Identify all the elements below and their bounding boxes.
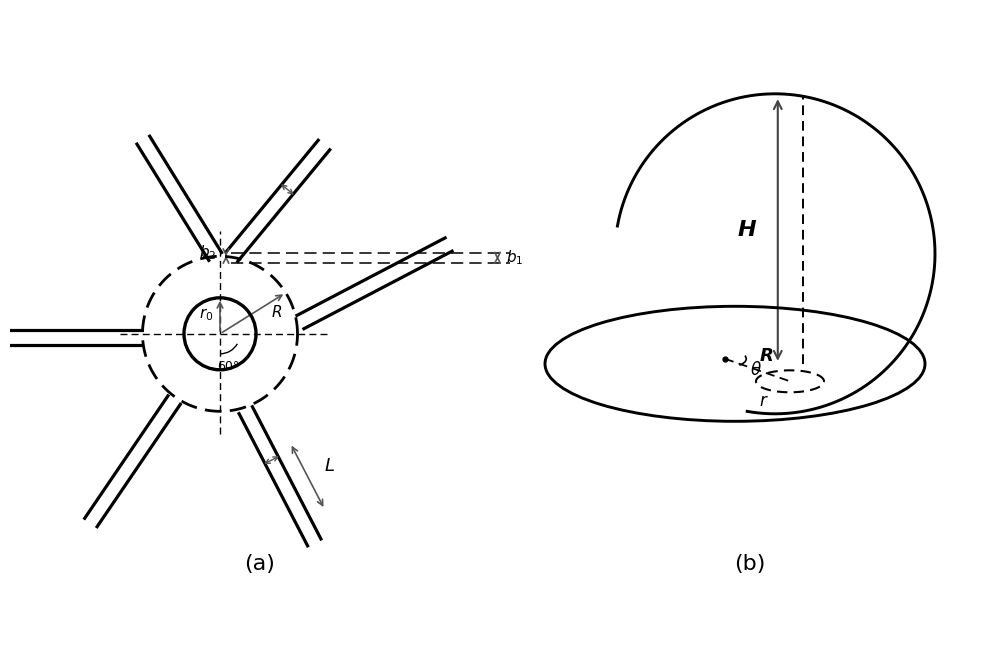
Text: (b): (b) (734, 554, 766, 574)
Text: H: H (738, 220, 756, 240)
Text: θ: θ (751, 361, 761, 379)
Text: R: R (760, 347, 774, 365)
Text: R: R (272, 305, 282, 320)
Text: 60°: 60° (217, 360, 239, 373)
Text: b$_2$: b$_2$ (199, 243, 216, 262)
Text: L: L (325, 457, 335, 475)
Text: (a): (a) (245, 554, 275, 574)
Text: r: r (759, 393, 766, 410)
Text: r$_0$: r$_0$ (199, 307, 214, 323)
Text: b$_1$: b$_1$ (507, 249, 524, 267)
